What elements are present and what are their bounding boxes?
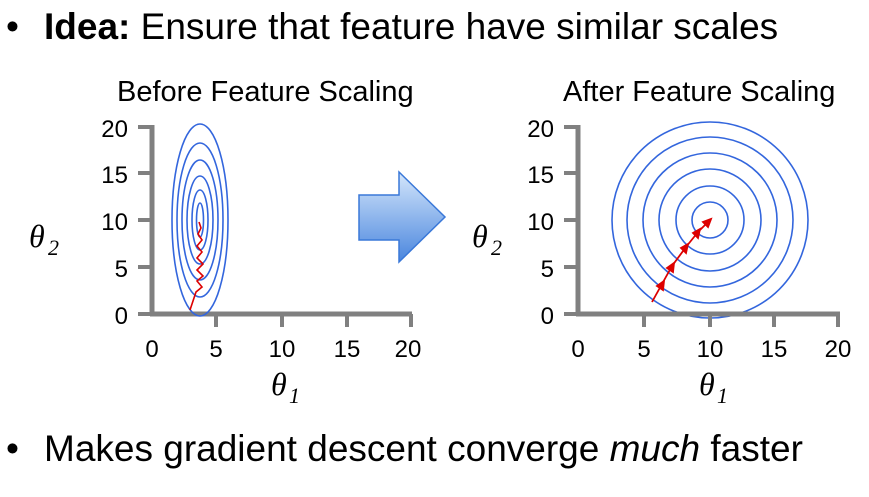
right-gradient-path: [651, 217, 713, 303]
left-x-axis-label-sub: 1: [289, 383, 300, 408]
left-xtick-label: 15: [334, 336, 361, 363]
left-contour: [191, 189, 209, 251]
right-ytick-label: 0: [541, 303, 554, 330]
right-xtick-label: 15: [761, 336, 788, 363]
left-contour: [195, 202, 205, 238]
left-xtick-label: 10: [269, 336, 296, 363]
left-ytick-label: 15: [101, 162, 128, 189]
right-x-ticks: [642, 314, 840, 327]
path-arrowhead: [701, 217, 713, 229]
right-ytick-label: 10: [527, 209, 554, 236]
right-contour: [642, 152, 778, 288]
right-xtick-label: 20: [825, 336, 852, 363]
left-gradient-path: [189, 221, 205, 311]
left-xtick-label: 0: [145, 336, 158, 363]
left-plot-title: Before Feature Scaling: [117, 76, 414, 108]
bullet-marker: •: [6, 428, 19, 469]
left-y-tick-labels: 20 15 10 5 0: [101, 116, 128, 330]
right-ytick-label: 20: [527, 116, 554, 143]
right-x-axis-label: θ: [699, 366, 715, 402]
right-ytick-label: 15: [527, 162, 554, 189]
conclusion-emphasis: much: [609, 428, 701, 469]
right-contour: [691, 201, 729, 239]
right-x-tick-labels: 0 5 10 15 20: [571, 336, 851, 363]
right-y-tick-labels: 20 15 10 5 0: [527, 116, 554, 330]
left-y-axis-label-sub: 2: [48, 235, 59, 260]
left-ytick-label: 5: [115, 256, 128, 283]
right-xtick-label: 0: [571, 336, 584, 363]
left-ytick-label: 20: [101, 116, 128, 143]
bullet-marker: •: [6, 6, 19, 47]
right-contour: [658, 168, 762, 272]
left-x-axis-label: θ: [271, 366, 287, 402]
right-y-axis-label: θ: [472, 218, 488, 254]
left-y-ticks: [138, 125, 152, 316]
right-x-axis-label-sub: 1: [717, 383, 728, 408]
left-contour: [181, 159, 219, 281]
right-xtick-label: 5: [637, 336, 650, 363]
left-xtick-label: 20: [395, 336, 422, 363]
left-ytick-label: 0: [115, 303, 128, 330]
right-plot-title: After Feature Scaling: [563, 76, 836, 108]
left-x-tick-labels: 0 5 10 15 20: [145, 336, 421, 363]
right-contour: [675, 185, 745, 255]
conclusion-text-post: faster: [710, 428, 803, 469]
left-ytick-label: 10: [101, 209, 128, 236]
left-plot: 20 15 10 5 0 0 5 10 15 20 θ 2 θ 1: [29, 116, 421, 408]
bullet-idea: • Idea: Ensure that feature have similar …: [6, 6, 778, 48]
right-plot: 20 15 10 5 0 0 5 10 15 20 θ 2: [472, 116, 851, 408]
right-y-ticks: [564, 125, 578, 316]
left-xtick-label: 5: [209, 336, 222, 363]
bullet-conclusion: • Makes gradient descent converge much fa…: [6, 428, 803, 470]
left-contour: [171, 123, 229, 317]
right-ytick-label: 5: [541, 256, 554, 283]
idea-text: Ensure that feature have similar scales: [140, 6, 779, 47]
right-xtick-label: 10: [697, 336, 724, 363]
transform-arrow-icon: [358, 170, 447, 264]
idea-label: Idea:: [44, 6, 131, 47]
left-contour: [176, 142, 224, 298]
left-contours: [171, 123, 229, 317]
left-y-axis-label: θ: [29, 218, 45, 254]
right-y-axis-label-sub: 2: [491, 235, 502, 260]
conclusion-text-pre: Makes gradient descent converge: [44, 428, 600, 469]
right-contour: [626, 136, 794, 304]
left-contour: [186, 175, 214, 265]
left-x-ticks: [214, 314, 413, 327]
